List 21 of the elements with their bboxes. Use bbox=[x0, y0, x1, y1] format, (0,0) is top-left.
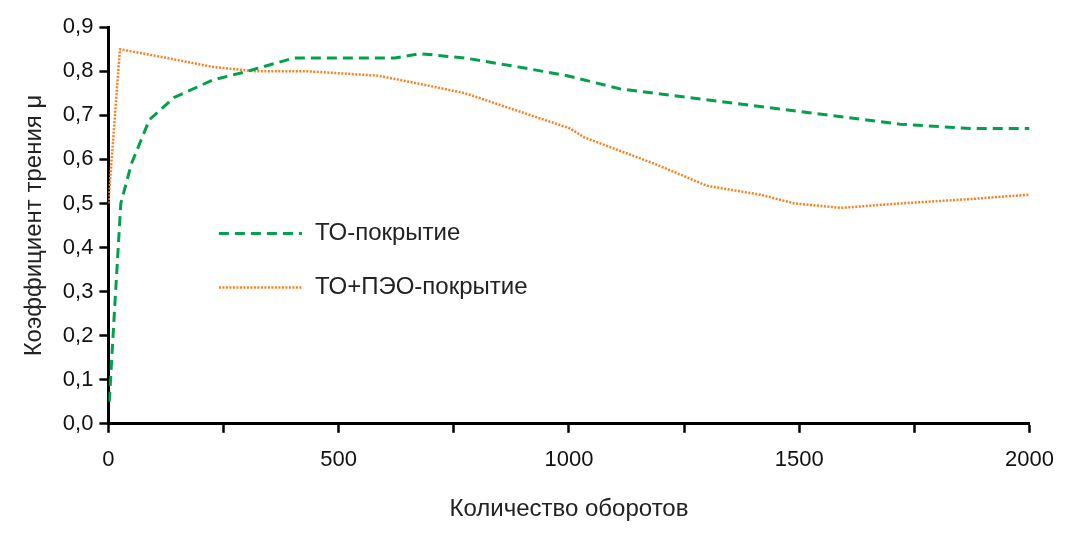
y-tick-label: 0,3 bbox=[62, 277, 94, 303]
y-axis-title: Коэффициент трения μ bbox=[19, 94, 47, 357]
line-series bbox=[108, 52, 1030, 404]
y-tick-label: 0,5 bbox=[62, 189, 94, 215]
x-tick-label: 500 bbox=[320, 446, 358, 472]
y-tick-label: 0,9 bbox=[62, 13, 94, 39]
x-tick-label: 1500 bbox=[774, 446, 824, 472]
line-series bbox=[108, 47, 1030, 210]
y-tick-label: 0,7 bbox=[62, 101, 94, 127]
legend-label: ТО-покрытие bbox=[314, 218, 461, 246]
y-tick-label: 0,6 bbox=[62, 145, 94, 171]
y-tick-label: 0,2 bbox=[62, 321, 94, 347]
y-tick-label: 0,8 bbox=[62, 57, 94, 83]
legend-label: ТО+ПЭО-покрытие bbox=[314, 272, 528, 300]
x-tick-label: 0 bbox=[102, 446, 115, 472]
y-tick-label: 0,0 bbox=[62, 409, 94, 435]
x-tick-label: 2000 bbox=[1005, 446, 1055, 472]
x-axis-title: Количество оборотов bbox=[449, 494, 689, 522]
y-tick-label: 0,1 bbox=[62, 365, 94, 391]
y-tick-label: 0,4 bbox=[62, 233, 94, 259]
x-tick-label: 1000 bbox=[544, 446, 594, 472]
